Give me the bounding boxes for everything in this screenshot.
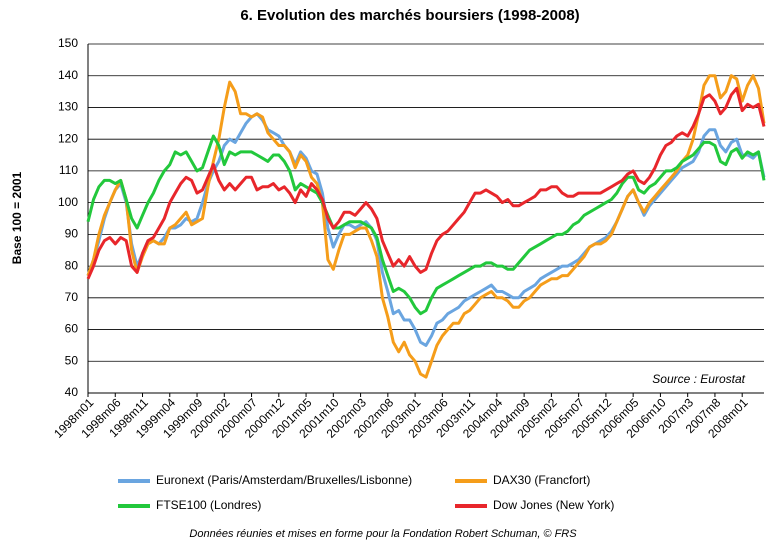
chart-title: 6. Evolution des marchés boursiers (1998… — [240, 7, 579, 24]
legend-label: Euronext (Paris/Amsterdam/Bruxelles/Lisb… — [156, 473, 412, 487]
legend-label: DAX30 (Francfort) — [493, 473, 590, 487]
legend-label: FTSE100 (Londres) — [156, 498, 261, 512]
y-tick-label: 40 — [65, 385, 79, 399]
y-tick-label: 120 — [58, 131, 78, 145]
y-tick-label: 150 — [58, 36, 78, 50]
y-tick-label: 70 — [65, 290, 79, 304]
footnote: Données réunies et mises en forme pour l… — [189, 528, 577, 540]
y-tick-label: 100 — [58, 195, 78, 209]
y-tick-label: 90 — [65, 227, 79, 241]
series-line — [86, 134, 766, 316]
y-tick-label: 130 — [58, 100, 78, 114]
series-line — [86, 74, 766, 379]
source-note: Source : Eurostat — [652, 372, 745, 386]
y-tick-label: 50 — [65, 353, 79, 367]
y-tick-label: 80 — [65, 258, 79, 272]
legend-label: Dow Jones (New York) — [493, 498, 614, 512]
series-line — [86, 112, 766, 347]
y-axis-label: Base 100 = 2001 — [10, 171, 24, 264]
series-line — [86, 86, 766, 280]
y-tick-label: 110 — [59, 163, 78, 177]
y-tick-label: 140 — [58, 68, 78, 82]
y-tick-label: 60 — [65, 322, 79, 336]
